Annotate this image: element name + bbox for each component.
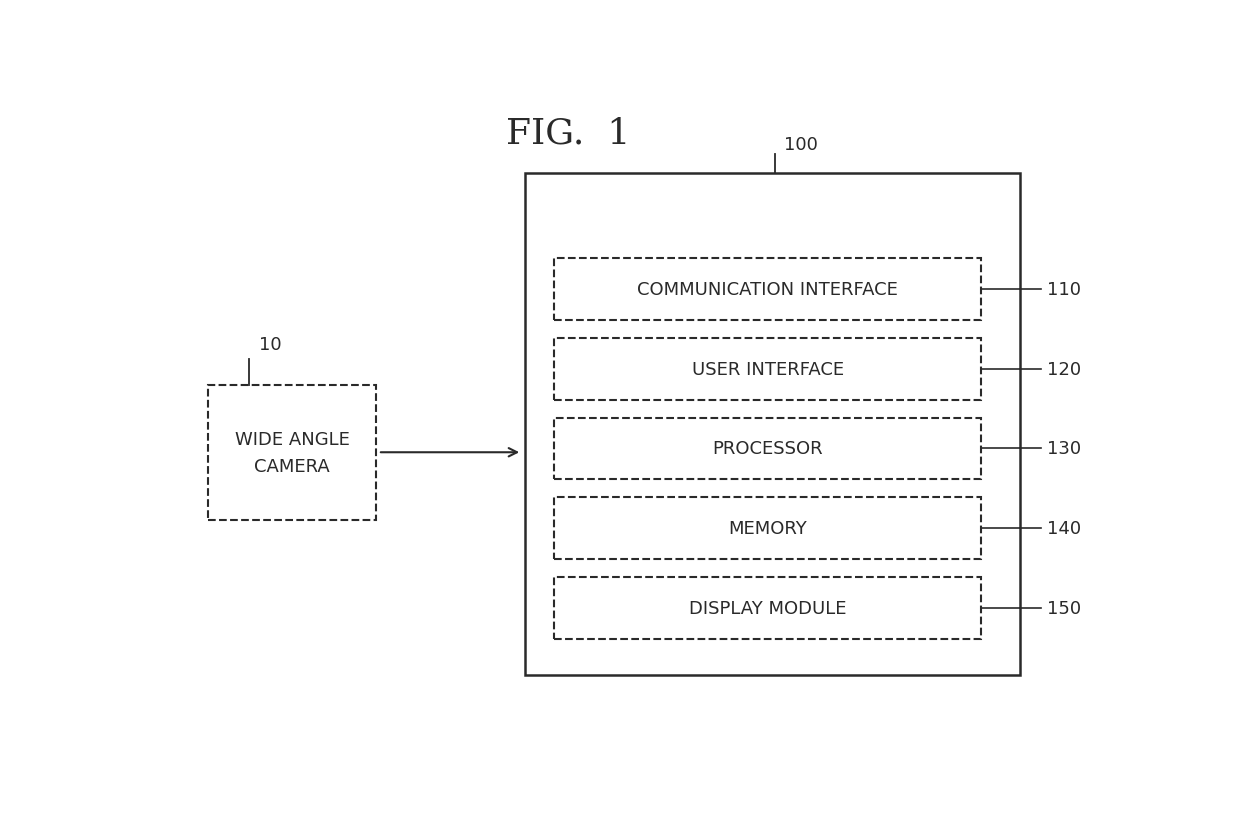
Text: 120: 120: [1047, 360, 1081, 378]
Bar: [554, 418, 982, 480]
Bar: [525, 174, 1021, 676]
Text: WIDE ANGLE
CAMERA: WIDE ANGLE CAMERA: [234, 431, 350, 475]
Text: PROCESSOR: PROCESSOR: [712, 440, 823, 458]
Bar: [208, 385, 376, 521]
Text: 10: 10: [259, 336, 281, 354]
Bar: [554, 259, 982, 321]
Bar: [554, 577, 982, 639]
Text: DISPLAY MODULE: DISPLAY MODULE: [689, 599, 847, 617]
Text: 140: 140: [1047, 519, 1081, 537]
Text: 150: 150: [1047, 599, 1081, 617]
Text: MEMORY: MEMORY: [728, 519, 807, 537]
Text: COMMUNICATION INTERFACE: COMMUNICATION INTERFACE: [637, 281, 898, 299]
Text: FIG.  1: FIG. 1: [506, 116, 630, 150]
Text: USER INTERFACE: USER INTERFACE: [692, 360, 843, 378]
Text: 100: 100: [785, 136, 818, 154]
Text: 110: 110: [1047, 281, 1081, 299]
Bar: [554, 497, 982, 559]
Text: 130: 130: [1047, 440, 1081, 458]
Bar: [554, 338, 982, 400]
